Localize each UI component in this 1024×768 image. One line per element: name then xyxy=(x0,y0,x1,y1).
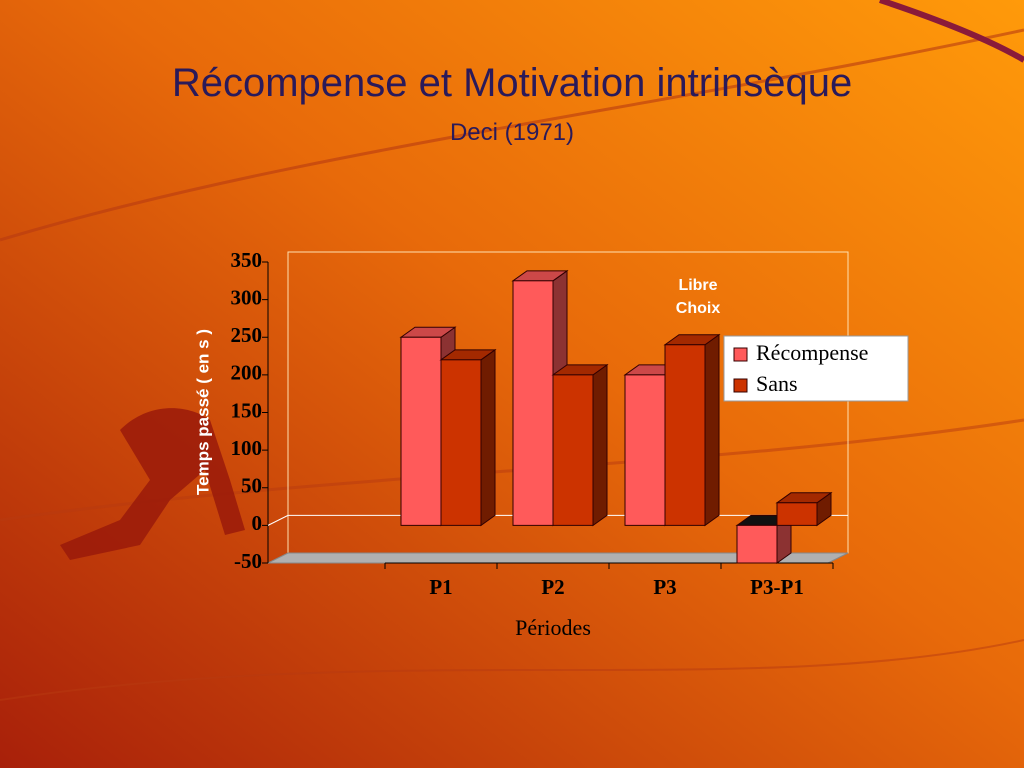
decor-line xyxy=(879,0,1024,63)
legend xyxy=(723,335,909,402)
bar xyxy=(552,374,594,526)
y-tick-label: 150 xyxy=(231,398,263,422)
y-tick-label: 350 xyxy=(231,248,263,272)
legend-swatch xyxy=(733,347,748,362)
annotation-box: Libre Choix xyxy=(675,277,721,317)
bar-side xyxy=(704,333,720,527)
y-tick-label: 0 xyxy=(252,511,263,535)
bar xyxy=(664,344,706,526)
decor-line xyxy=(0,639,1024,701)
y-tick-label: -50 xyxy=(234,549,262,573)
legend-label: Récompense xyxy=(756,340,868,365)
bar xyxy=(440,359,482,526)
decor-line xyxy=(0,28,1024,242)
slide-title: Récompense et Motivation intrinsèque xyxy=(172,61,852,105)
x-tick-label: P1 xyxy=(429,575,452,599)
zero-line xyxy=(267,514,289,526)
runner-silhouette xyxy=(60,408,245,560)
x-tick-label: P3 xyxy=(653,575,676,599)
x-tick-label: P2 xyxy=(541,575,564,599)
y-tick-label: 250 xyxy=(231,323,263,347)
x-tick-label: P3-P1 xyxy=(750,575,804,599)
x-axis-label: Périodes xyxy=(515,615,591,640)
bar-side xyxy=(480,348,496,527)
y-tick-label: 100 xyxy=(231,436,263,460)
bar xyxy=(512,280,554,526)
bar xyxy=(736,524,778,564)
bar xyxy=(624,374,666,526)
y-tick-label: 200 xyxy=(231,361,263,385)
legend-label: Sans xyxy=(756,371,798,396)
slide-subtitle: Deci (1971) xyxy=(450,119,574,146)
bar xyxy=(400,336,442,526)
y-tick-label: 300 xyxy=(231,285,263,309)
y-axis-label: Temps passé ( en s ) xyxy=(193,329,212,495)
annotation: Libre Choix xyxy=(675,277,721,317)
bar xyxy=(776,502,818,526)
y-tick-label: 50 xyxy=(241,474,262,498)
legend-swatch xyxy=(733,378,748,393)
bar-side xyxy=(592,363,608,527)
